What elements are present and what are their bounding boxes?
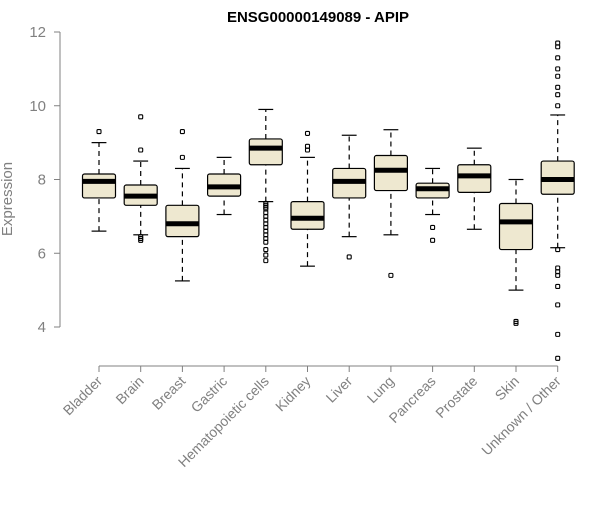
outlier-point — [179, 129, 185, 135]
outlier-point — [555, 283, 561, 289]
x-tick-label: Bladder — [60, 373, 106, 419]
chart-title: ENSG00000149089 - APIP — [227, 9, 409, 26]
x-tick-label: Kidney — [272, 373, 314, 415]
iqr-box — [248, 138, 283, 166]
outlier-point — [555, 55, 561, 61]
x-tick-label: Brain — [112, 373, 146, 407]
outlier-point — [138, 114, 144, 120]
iqr-box — [81, 173, 117, 199]
outlier-point — [555, 247, 561, 253]
outlier-point — [263, 239, 269, 245]
iqr-box — [290, 201, 325, 230]
y-axis: 4 6 8 10 12 — [29, 24, 61, 336]
box-prostate — [457, 147, 492, 230]
y-tick-label: 12 — [29, 24, 46, 41]
iqr-box — [498, 202, 534, 251]
box-pancreas — [415, 167, 450, 243]
y-tick-label: 8 — [38, 172, 46, 189]
outlier-point — [138, 237, 144, 243]
y-tick-label: 6 — [38, 245, 46, 262]
outlier-point — [304, 147, 311, 153]
box-hematopoietic-cells — [248, 108, 283, 264]
outlier-point — [555, 331, 561, 337]
outlier-point — [513, 320, 519, 326]
x-tick-label: Prostate — [432, 373, 480, 421]
outlier-point — [555, 355, 561, 361]
box-skin — [498, 178, 534, 326]
iqr-box — [373, 154, 408, 192]
x-tick-label: Liver — [323, 373, 356, 406]
outlier-point — [555, 103, 561, 109]
outlier-point — [555, 66, 561, 72]
outlier-point — [555, 73, 561, 79]
iqr-box — [457, 164, 492, 194]
x-tick-label: Skin — [492, 373, 523, 404]
box-unknown-other — [540, 40, 575, 361]
outlier-point — [346, 254, 352, 260]
box-bladder — [81, 129, 117, 232]
outlier-point — [555, 92, 561, 98]
outlier-point — [555, 302, 561, 308]
outlier-point — [263, 247, 269, 253]
outlier-point — [430, 237, 436, 243]
outlier-point — [555, 272, 561, 278]
outlier-point — [263, 252, 269, 258]
iqr-box — [165, 204, 200, 238]
box-brain — [123, 114, 158, 243]
x-tick-label: Lung — [364, 373, 397, 406]
x-tick-label: Breast — [149, 373, 189, 413]
outlier-point — [304, 130, 311, 136]
x-tick-label: Unknown / Other — [478, 373, 564, 459]
outlier-point — [96, 129, 102, 135]
outlier-point — [430, 224, 436, 230]
outlier-point — [263, 258, 269, 264]
outlier-point — [555, 44, 561, 50]
boxes-group — [81, 40, 575, 361]
box-breast — [165, 129, 200, 282]
outlier-point — [555, 84, 561, 90]
y-tick-label: 10 — [29, 98, 46, 115]
outlier-point — [179, 154, 185, 160]
outlier-point — [388, 272, 394, 278]
box-gastric — [207, 156, 242, 216]
box-lung — [373, 129, 408, 278]
outlier-point — [138, 147, 144, 153]
y-tick-label: 4 — [38, 319, 46, 336]
box-kidney — [290, 130, 325, 267]
box-liver — [332, 134, 367, 260]
y-axis-label: Expression — [0, 162, 16, 236]
